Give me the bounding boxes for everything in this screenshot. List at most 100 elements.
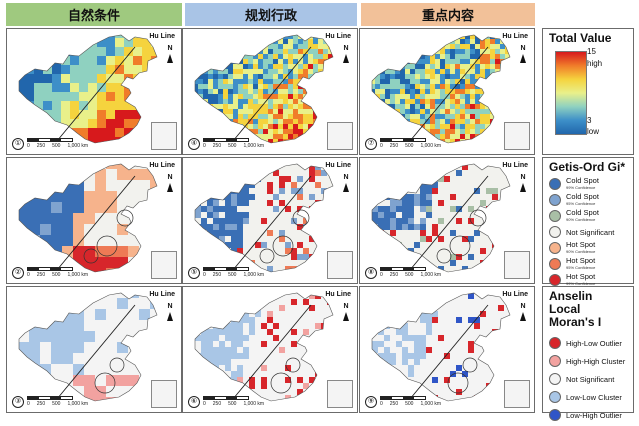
map-region (515, 84, 520, 89)
map-region (150, 331, 161, 342)
map-region (43, 128, 61, 137)
map-region (333, 114, 338, 119)
map-region (238, 44, 243, 49)
map-region (243, 329, 249, 335)
map-region (475, 54, 480, 59)
map-region (440, 69, 445, 74)
map-region (303, 242, 309, 248)
map-region (263, 104, 268, 109)
map-region (492, 272, 504, 278)
map-region (249, 188, 255, 194)
map-region (267, 164, 273, 170)
map-region (468, 206, 474, 212)
map-region (333, 359, 339, 365)
map-region (456, 164, 462, 170)
map-region (208, 149, 218, 154)
map-region (500, 79, 510, 84)
map-region (62, 298, 84, 309)
map-region (303, 114, 308, 119)
map-region (444, 287, 450, 293)
map-region (189, 236, 195, 242)
map-region (62, 213, 73, 224)
map-region (380, 74, 385, 79)
map-region (172, 309, 182, 320)
map-region (400, 109, 405, 114)
map-region (267, 230, 273, 236)
map-region (203, 49, 213, 54)
map-region (430, 104, 435, 109)
map-region (357, 401, 358, 407)
map-region (470, 39, 475, 44)
map-region (333, 200, 339, 206)
map-region (525, 99, 530, 104)
map-region (486, 230, 498, 236)
map-region (490, 144, 495, 149)
map-region (385, 49, 390, 54)
map-region (360, 44, 365, 49)
map-region (530, 149, 535, 154)
map-region (142, 119, 151, 128)
map-region (534, 170, 535, 176)
map-region (195, 164, 207, 170)
map-region (223, 54, 228, 59)
map-region (534, 164, 535, 170)
map-region (25, 29, 43, 38)
map-region (420, 194, 426, 200)
map-region (51, 287, 73, 298)
map-region (273, 230, 279, 236)
map-region (318, 109, 323, 114)
map-region (390, 341, 396, 347)
map-region (455, 29, 460, 34)
map-region (480, 170, 486, 176)
map-region (408, 278, 414, 284)
map-region (372, 260, 378, 266)
map-region (172, 353, 182, 364)
map-region (432, 341, 438, 347)
map-region (516, 200, 522, 206)
map-region (261, 224, 267, 230)
map-region (402, 347, 408, 353)
map-region (360, 94, 370, 99)
map-region (366, 317, 372, 323)
map-region (88, 92, 97, 101)
map-region (133, 38, 142, 47)
map-region (380, 79, 385, 84)
map-region (308, 79, 318, 84)
map-region (486, 317, 492, 323)
map-region (183, 317, 195, 323)
map-region (7, 83, 16, 92)
map-region (425, 149, 430, 154)
map-region (333, 311, 339, 317)
map-region (402, 170, 408, 176)
map-region (261, 158, 273, 164)
map-region (238, 49, 243, 54)
map-region (425, 79, 430, 84)
map-region (223, 84, 228, 89)
map-region (288, 79, 293, 84)
map-region (231, 230, 237, 236)
map-region (273, 311, 279, 317)
map-region (510, 99, 515, 104)
map-region (456, 317, 462, 323)
map-region (328, 109, 333, 114)
map-region (343, 99, 348, 104)
scale-label: 1,000 km (420, 143, 441, 149)
map-region (357, 164, 358, 170)
map-region (357, 212, 358, 218)
map-region (385, 154, 390, 155)
map-region (395, 149, 400, 154)
map-region (309, 335, 321, 341)
map-region (273, 154, 278, 155)
map-region (309, 260, 315, 266)
map-region (198, 114, 203, 119)
map-region (505, 69, 510, 74)
map-region (357, 278, 358, 284)
map-region (303, 200, 309, 206)
map-region (298, 69, 303, 74)
map-region (233, 64, 238, 69)
map-region (243, 94, 248, 99)
map-region (273, 74, 278, 79)
map-region (142, 83, 151, 92)
map-region (288, 144, 293, 149)
map-region (357, 335, 358, 341)
